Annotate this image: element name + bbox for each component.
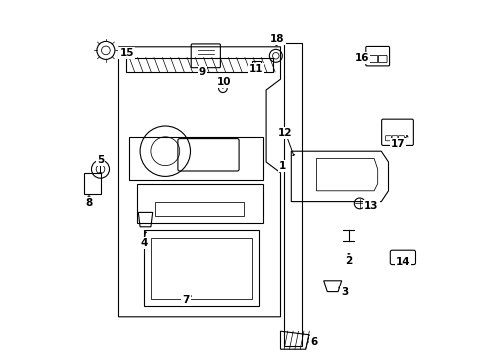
Text: 11: 11 (248, 64, 263, 74)
Text: 7: 7 (182, 294, 189, 305)
Text: 9: 9 (199, 67, 205, 77)
Text: 18: 18 (269, 34, 284, 44)
Text: 1: 1 (278, 161, 285, 171)
Text: 2: 2 (345, 256, 352, 266)
Text: 4: 4 (140, 238, 147, 248)
Text: 6: 6 (310, 337, 317, 347)
Text: 14: 14 (395, 257, 409, 267)
Text: 12: 12 (278, 128, 292, 138)
Text: 15: 15 (119, 48, 134, 58)
Text: 17: 17 (390, 139, 405, 149)
Text: 16: 16 (354, 53, 368, 63)
Text: 3: 3 (340, 287, 347, 297)
Text: 13: 13 (363, 201, 378, 211)
Text: 8: 8 (85, 198, 92, 208)
Text: 10: 10 (217, 77, 231, 87)
Text: 5: 5 (97, 155, 104, 165)
